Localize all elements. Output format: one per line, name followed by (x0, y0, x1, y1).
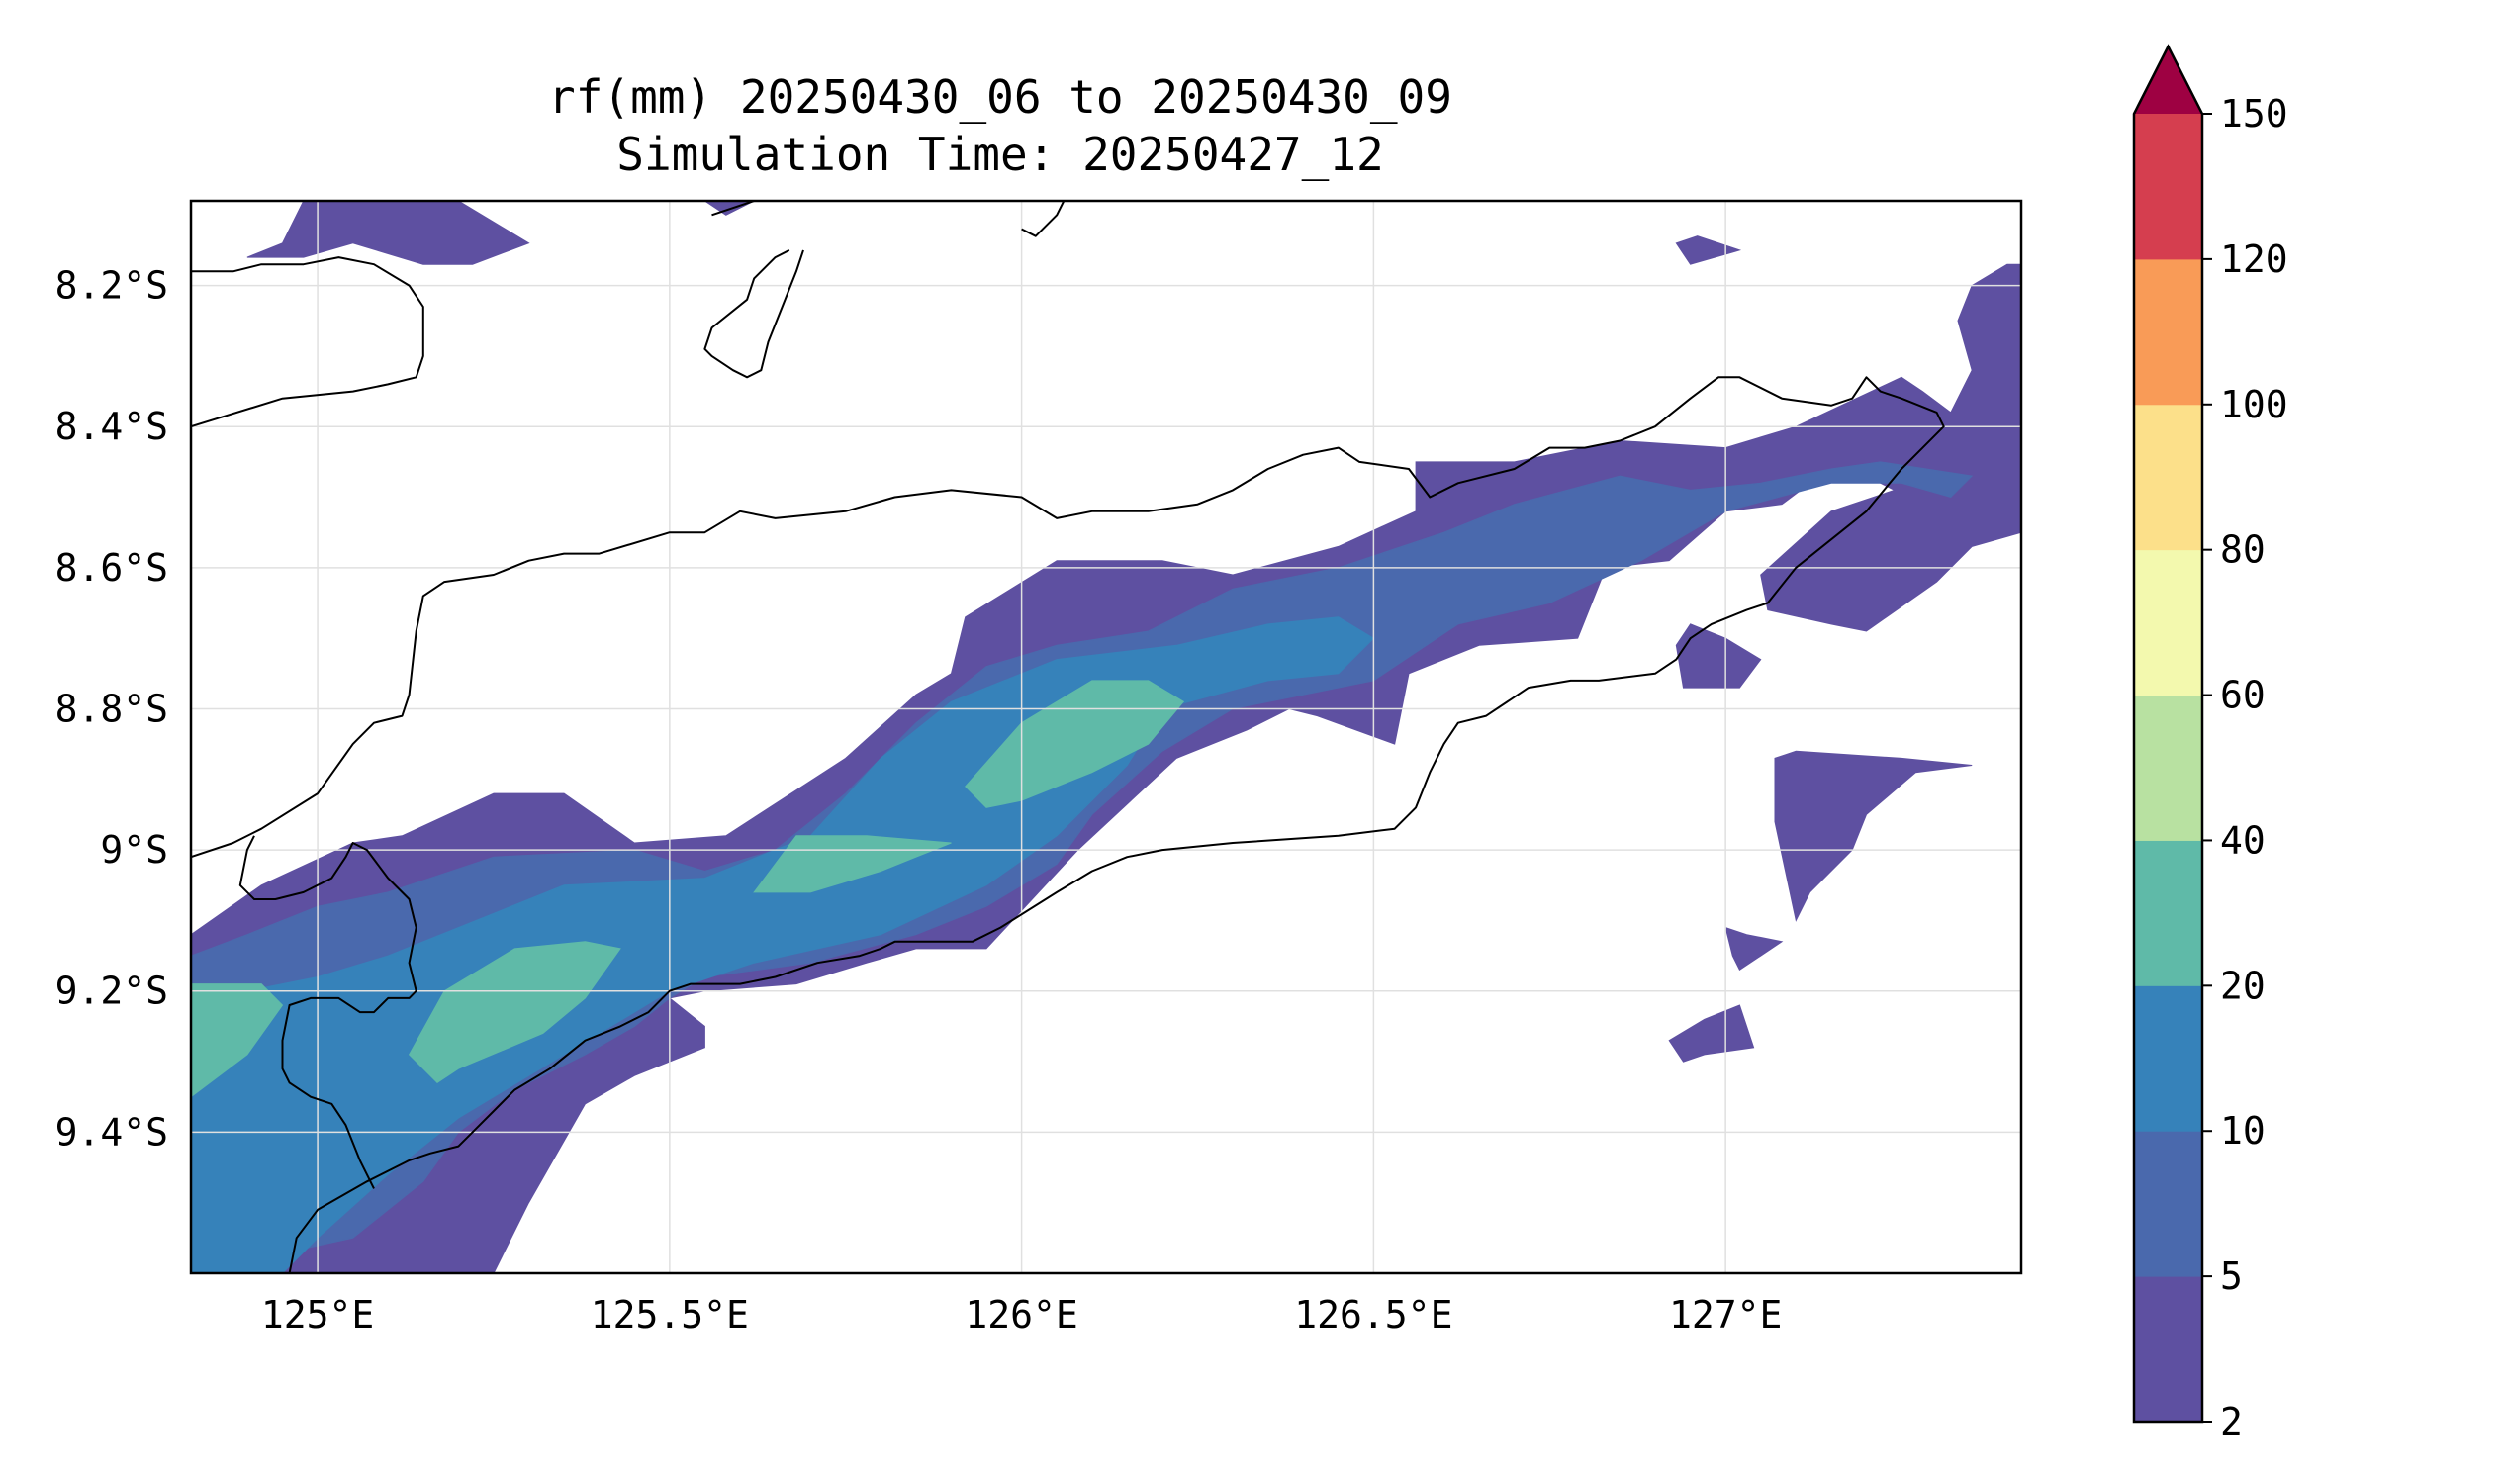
map-title-line2: Simulation Time: 20250427_12 (616, 128, 1383, 181)
colorbar-tick-label: 10 (2220, 1109, 2266, 1153)
colorbar-segment (2134, 404, 2202, 551)
map-frame (189, 199, 2023, 1275)
rain-contour-20mm-6 (965, 680, 1185, 808)
colorbar-tick-label: 120 (2220, 237, 2288, 281)
colorbar-extend-max (2134, 46, 2202, 114)
colorbar-segment (2134, 114, 2202, 260)
coastline-2 (1007, 201, 1066, 237)
rain-contour-2mm-11 (1774, 750, 1973, 922)
lon-tick-label: 126°E (965, 1293, 1077, 1337)
colorbar: 2 5 10 20 40 60 80 100 120 150 (2132, 44, 2288, 1443)
colorbar-tick-label: 20 (2220, 964, 2266, 1007)
lat-tick-label: 8.6°S (55, 546, 168, 590)
lat-tick-label: 8.4°S (55, 405, 168, 448)
coastline-5 (238, 835, 417, 1189)
colorbar-tick-label: 5 (2220, 1254, 2243, 1298)
lon-tick-label: 126.5°E (1294, 1293, 1452, 1337)
colorbar-tick-label: 2 (2220, 1400, 2243, 1443)
rain-contour-20mm-3 (191, 983, 284, 1098)
colorbar-segment (2134, 985, 2202, 1132)
lat-lon-grid (191, 201, 2021, 1273)
coastline-3 (703, 249, 804, 379)
lon-tick-label: 125°E (261, 1293, 374, 1337)
colorbar-tick-label: 100 (2220, 383, 2288, 426)
coastline-1 (711, 201, 755, 217)
colorbar-tick-label: 40 (2220, 818, 2266, 862)
map-area (191, 201, 2021, 1273)
colorbar-outline (2132, 44, 2204, 1424)
lon-tick-label: 125.5°E (591, 1293, 749, 1337)
lat-tick-label: 9°S (100, 828, 168, 872)
colorbar-tick-label: 150 (2220, 92, 2288, 136)
lon-tick-label: 127°E (1669, 1293, 1782, 1337)
coastline-0 (191, 256, 424, 428)
rain-contour-2mm-13 (1668, 1004, 1755, 1063)
colorbar-segment (2134, 1276, 2202, 1423)
rain-contour-2mm-9 (1675, 235, 1742, 265)
rainfall-contours (191, 201, 2021, 1273)
coastline-4 (191, 376, 1945, 1273)
lat-tick-label: 9.2°S (55, 970, 168, 1013)
longitude-axis: 125°E 125.5°E 126°E 126.5°E 127°E (261, 1293, 1782, 1337)
rain-contour-20mm-4 (408, 941, 621, 1084)
lat-tick-label: 8.2°S (55, 264, 168, 308)
lat-tick-label: 8.8°S (55, 687, 168, 730)
rain-contour-2mm-12 (1724, 926, 1784, 972)
colorbar-segment (2134, 549, 2202, 696)
colorbar-segment (2134, 1131, 2202, 1277)
colorbar-tick-label: 80 (2220, 528, 2266, 572)
rain-contour-10mm-2 (191, 616, 1375, 1273)
colorbar-tick-label: 60 (2220, 674, 2266, 717)
lat-tick-label: 9.4°S (55, 1110, 168, 1154)
latitude-axis: 8.2°S 8.4°S 8.6°S 8.8°S 9°S 9.2°S 9.4°S (55, 264, 168, 1155)
colorbar-segment (2134, 258, 2202, 406)
colorbar-segment (2134, 695, 2202, 841)
colorbar-segment (2134, 840, 2202, 986)
map-title-line1: rf(mm) 20250430_06 to 20250430_09 (548, 70, 1452, 124)
coastlines (191, 201, 1945, 1273)
